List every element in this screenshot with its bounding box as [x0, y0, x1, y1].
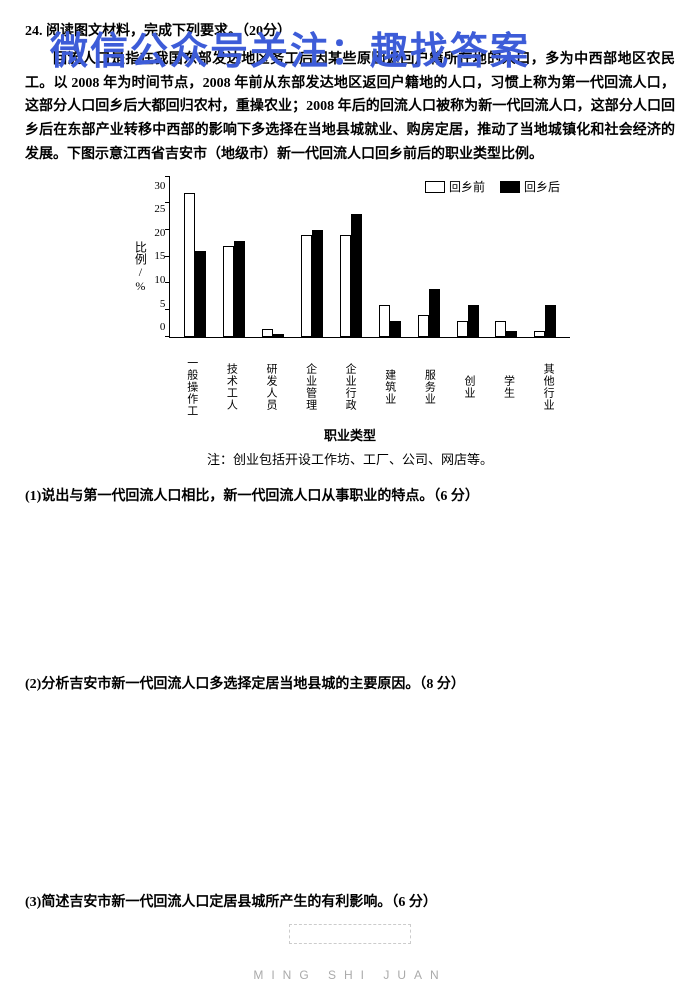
x-label: 建筑业 — [375, 357, 399, 417]
y-axis: 30 25 20 15 10 5 0 — [154, 177, 169, 337]
bar-group — [379, 177, 401, 337]
x-label: 学生 — [494, 357, 518, 417]
sub-question-2: (2)分析吉安市新一代回流人口多选择定居当地县城的主要原因。（8 分） — [25, 673, 675, 697]
bar-chart: 回乡前 回乡后 比例/% 302520151050 一般操作工技术工人研发人员企… — [130, 177, 570, 471]
bar-before — [534, 331, 545, 336]
bar-after — [312, 230, 323, 337]
bar-before — [301, 235, 312, 336]
y-tick: 20 — [154, 224, 165, 243]
x-label: 创业 — [454, 357, 478, 417]
bar-group — [457, 177, 479, 337]
bar-before — [379, 305, 390, 337]
bar-after — [506, 331, 517, 336]
question-number: 24. — [25, 24, 43, 39]
bar-group — [340, 177, 362, 337]
x-axis-labels: 一般操作工技术工人研发人员企业管理企业行政建筑业服务业创业学生其他行业 — [164, 357, 570, 417]
bar-before — [262, 329, 273, 337]
bar-after — [468, 305, 479, 337]
bar-group — [301, 177, 323, 337]
y-tick: 0 — [154, 318, 165, 337]
bar-after — [351, 214, 362, 337]
x-label: 企业管理 — [296, 357, 320, 417]
answer-space-2 — [25, 697, 675, 877]
bar-before — [457, 321, 468, 337]
plot-area — [169, 177, 570, 338]
bar-after — [195, 251, 206, 336]
footer-text: MING SHI JUAN — [25, 965, 675, 985]
x-label: 研发人员 — [256, 357, 280, 417]
bar-before — [184, 193, 195, 337]
bar-before — [495, 321, 506, 337]
bar-group — [184, 177, 206, 337]
x-label: 技术工人 — [216, 357, 240, 417]
bar-after — [273, 334, 284, 337]
sub-question-1: (1)说出与第一代回流人口相比，新一代回流人口从事职业的特点。（6 分） — [25, 485, 675, 509]
x-label: 企业行政 — [335, 357, 359, 417]
y-tick: 25 — [154, 200, 165, 219]
bar-group — [534, 177, 556, 337]
footer-decoration — [25, 924, 675, 955]
chart-note: 注：创业包括开设工作坊、工厂、公司、网店等。 — [130, 449, 570, 471]
y-tick: 30 — [154, 177, 165, 196]
bar-after — [429, 289, 440, 337]
bar-group — [223, 177, 245, 337]
bar-group — [495, 177, 517, 337]
watermark-text: 微信公众号关注：趣找答案 — [50, 20, 530, 85]
bar-before — [418, 315, 429, 336]
chart-body: 比例/% 30 25 20 15 10 5 0 — [130, 177, 570, 357]
bar-group — [418, 177, 440, 337]
y-tick: 5 — [154, 295, 165, 314]
bar-before — [340, 235, 351, 336]
y-tick: 10 — [154, 271, 165, 290]
sub-question-3: (3)简述吉安市新一代回流人口定居县城所产生的有利影响。（6 分） — [25, 891, 675, 915]
bar-after — [545, 305, 556, 337]
bar-after — [234, 241, 245, 337]
y-axis-label: 比例/% — [130, 241, 150, 293]
x-label: 其他行业 — [533, 357, 557, 417]
bar-group — [262, 177, 284, 337]
answer-space-1 — [25, 509, 675, 659]
x-label: 一般操作工 — [177, 357, 201, 417]
x-axis-title: 职业类型 — [130, 425, 570, 447]
bar-after — [390, 321, 401, 337]
x-label: 服务业 — [414, 357, 438, 417]
y-tick: 15 — [154, 247, 165, 266]
bar-before — [223, 246, 234, 337]
